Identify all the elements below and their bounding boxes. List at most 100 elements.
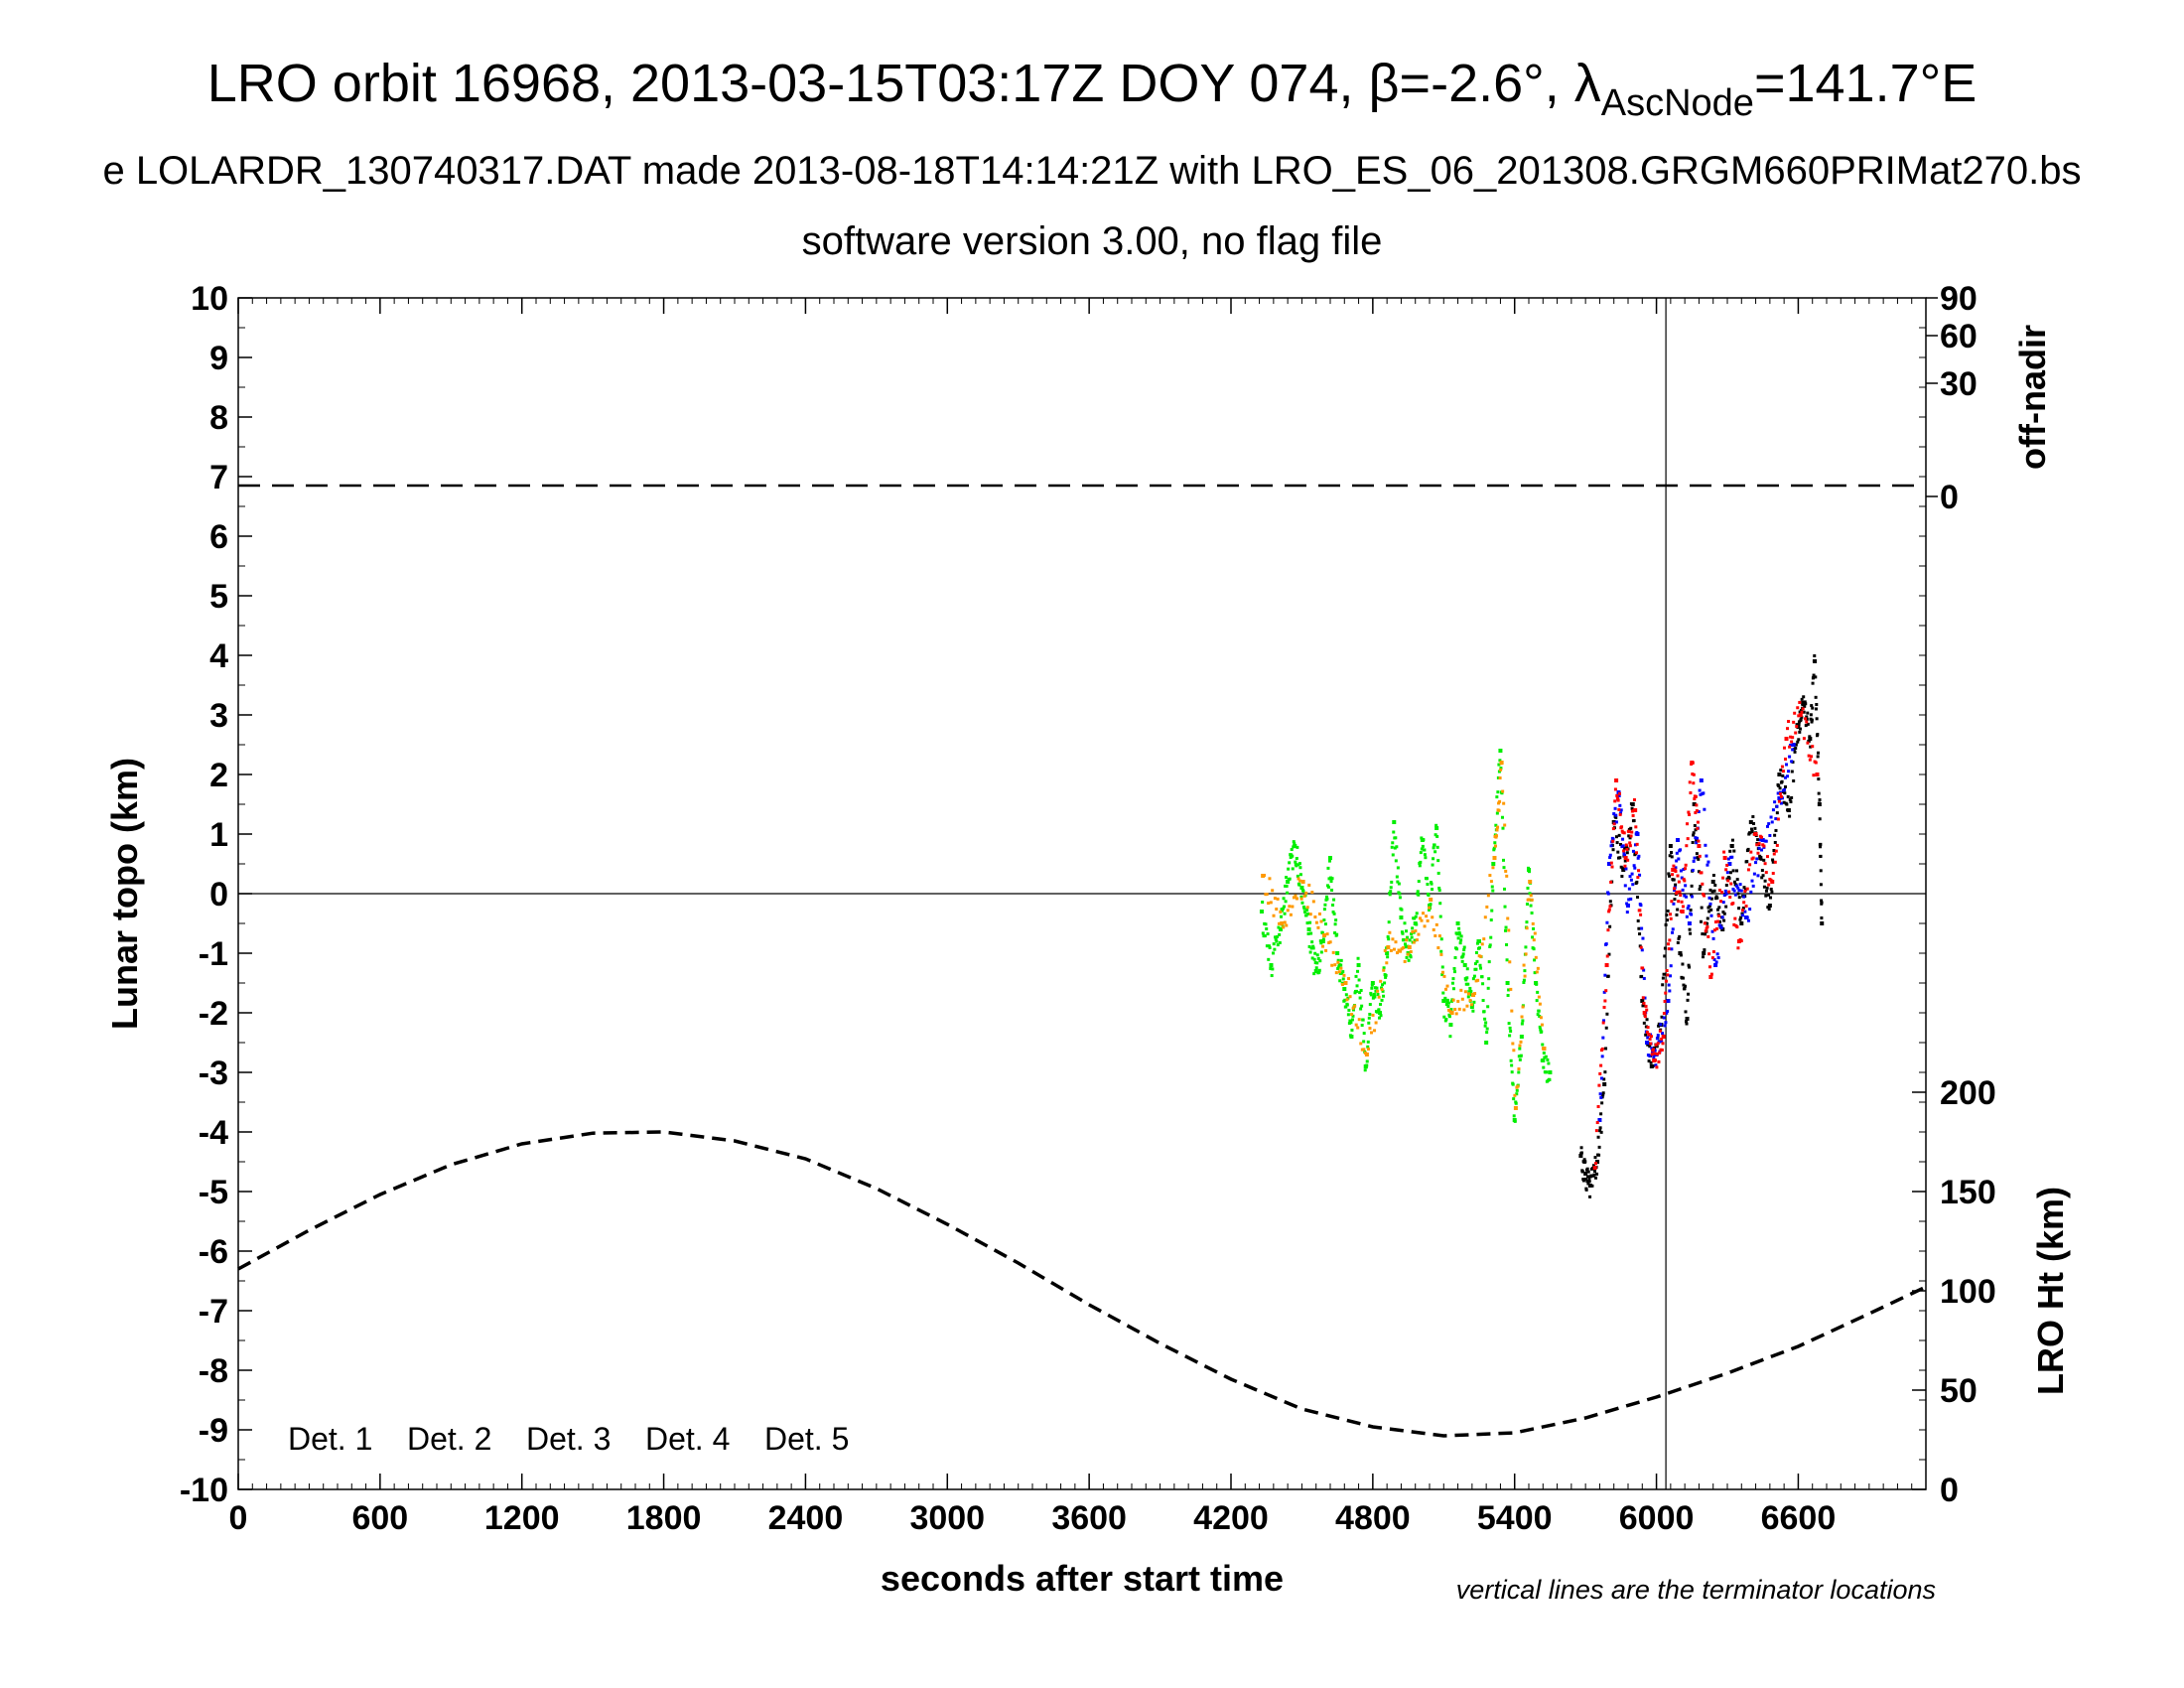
data-point (1540, 1030, 1544, 1034)
data-point (1273, 947, 1277, 951)
data-point (1326, 866, 1330, 870)
data-point (1610, 865, 1614, 869)
data-point (1599, 1112, 1603, 1116)
data-point (1280, 921, 1285, 925)
data-point (1584, 1188, 1588, 1192)
data-point (1690, 895, 1694, 899)
data-point (1718, 889, 1722, 893)
data-point (1598, 1071, 1602, 1075)
data-point (1715, 896, 1719, 900)
data-point (1542, 1051, 1546, 1055)
data-point (1364, 1065, 1368, 1069)
data-point (1462, 1008, 1466, 1012)
data-point (1384, 973, 1388, 977)
data-point (1323, 922, 1327, 926)
data-point (1351, 1014, 1355, 1018)
data-point (1688, 812, 1692, 816)
data-point (1499, 761, 1504, 765)
data-point (1627, 898, 1631, 902)
data-point (1518, 1047, 1522, 1051)
data-point (1804, 702, 1808, 706)
data-point (1656, 1053, 1660, 1056)
data-point (1582, 1158, 1586, 1162)
data-point (1699, 778, 1704, 782)
data-point (1770, 890, 1774, 894)
data-point (1748, 908, 1752, 912)
data-point (1523, 969, 1527, 973)
data-point (1587, 1177, 1591, 1181)
data-point (1343, 998, 1347, 1002)
data-point (1820, 901, 1824, 905)
data-point (1459, 938, 1463, 942)
data-point (1714, 960, 1718, 964)
data-point (1726, 879, 1730, 883)
terminator-note: vertical lines are the terminator locati… (1456, 1575, 1936, 1605)
data-point (1707, 905, 1711, 909)
data-point (1503, 823, 1507, 827)
data-point (1271, 967, 1275, 971)
data-point (1694, 810, 1698, 814)
data-point (1453, 1008, 1457, 1012)
data-point (1491, 862, 1496, 866)
data-point (1338, 979, 1342, 983)
data-point (1509, 987, 1513, 991)
data-point (1261, 901, 1265, 905)
data-point (1458, 932, 1462, 936)
data-point (1476, 978, 1480, 982)
data-point (1632, 819, 1636, 823)
data-point (1644, 1025, 1648, 1029)
data-point (1805, 715, 1809, 719)
data-point (1343, 981, 1348, 985)
data-point (1698, 854, 1702, 858)
data-point (1636, 856, 1640, 860)
data-point (1503, 887, 1507, 891)
data-point (1377, 1016, 1381, 1020)
data-point (1531, 935, 1535, 939)
data-point (1667, 874, 1671, 878)
data-point (1387, 937, 1391, 941)
data-point (1613, 787, 1617, 791)
data-point (1480, 975, 1484, 979)
data-point (1738, 917, 1742, 921)
data-point (1507, 988, 1511, 992)
data-point (1679, 848, 1683, 852)
data-point (1729, 882, 1733, 886)
data-point (1370, 983, 1374, 987)
data-point (1427, 893, 1431, 897)
data-point (1695, 841, 1699, 845)
data-point (1474, 979, 1478, 983)
data-point (1676, 940, 1680, 944)
data-point (1778, 791, 1782, 795)
data-point (1541, 1058, 1546, 1062)
data-point (1696, 856, 1700, 860)
series-det-1 (1578, 653, 1825, 1198)
data-point (1677, 880, 1681, 884)
data-point (1495, 795, 1499, 799)
data-point (1633, 843, 1637, 847)
data-point (1614, 815, 1618, 819)
data-point (1339, 963, 1343, 967)
data-point (1630, 872, 1634, 876)
data-point (1722, 912, 1726, 915)
data-point (1703, 807, 1706, 811)
data-point (1452, 966, 1456, 970)
data-point (1819, 883, 1823, 887)
data-point (1709, 914, 1713, 917)
data-point (1614, 778, 1619, 782)
data-point (1302, 894, 1306, 898)
data-point (1670, 900, 1674, 904)
data-point (1723, 889, 1727, 893)
data-point (1673, 887, 1677, 891)
data-point (1622, 831, 1626, 835)
data-point (1500, 791, 1504, 795)
data-point (1400, 930, 1404, 934)
data-point (1413, 916, 1417, 920)
data-point (1311, 944, 1315, 948)
data-point (1678, 934, 1682, 938)
data-point (1448, 1023, 1453, 1027)
data-point (1635, 851, 1639, 855)
series-det-2 (1597, 743, 1796, 1122)
data-point (1735, 869, 1739, 873)
data-point (1721, 876, 1725, 880)
